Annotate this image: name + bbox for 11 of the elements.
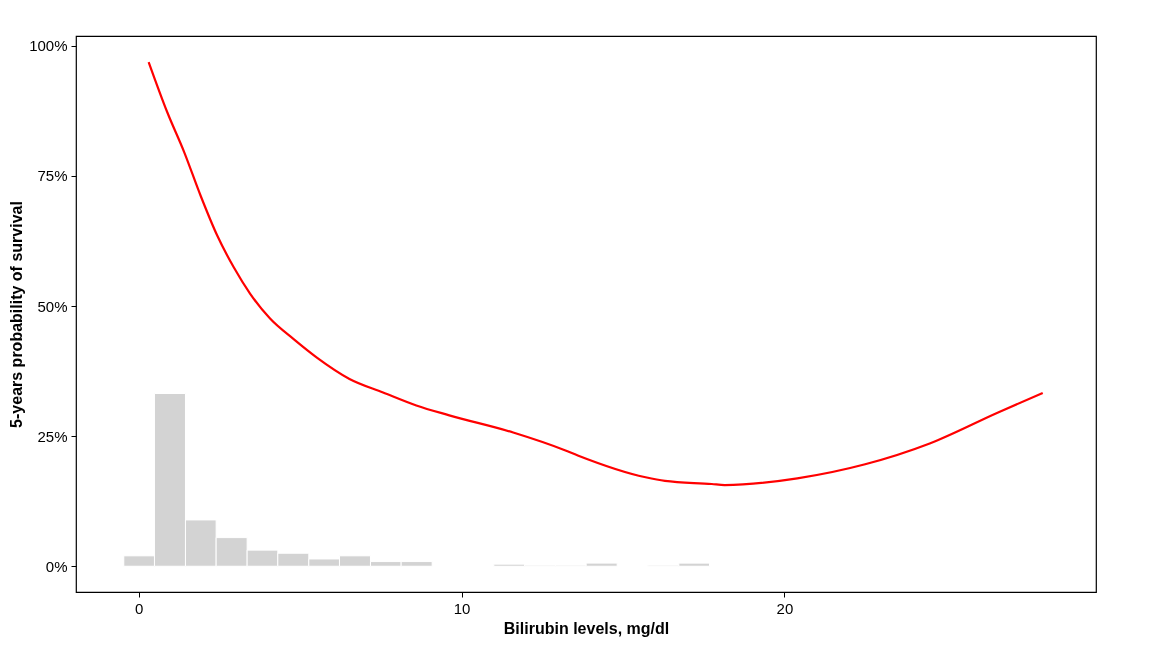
x-tick-label: 20 (776, 599, 794, 617)
x-tick-label: 10 (453, 599, 471, 617)
line-series (147, 60, 1044, 487)
y-tick-label: 0% (45, 557, 68, 575)
y-tick-label: 100% (29, 37, 68, 55)
x-axis-title: Bilirubin levels, mg/dl (503, 619, 670, 637)
y-tick-label: 25% (37, 427, 68, 445)
y-axis-title: 5-years probability of survival (8, 201, 26, 428)
y-tick-label: 50% (37, 297, 68, 315)
x-tick-label: 0 (134, 599, 144, 617)
y-tick-label: 75% (37, 167, 68, 185)
